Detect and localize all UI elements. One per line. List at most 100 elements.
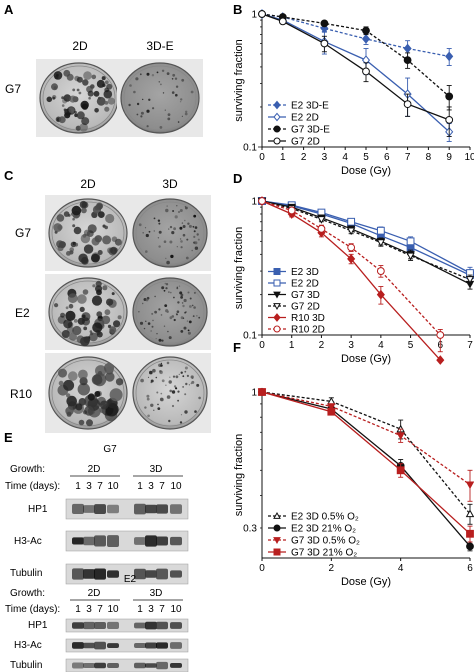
colony [193,306,196,309]
colony [188,320,192,324]
colony [146,125,149,128]
colony-dish-a-3de [117,59,203,137]
x-tick-label: 9 [446,152,452,163]
blot-e2-protein-h3ac: H3-Ac [14,640,42,651]
colony [117,315,122,320]
colony [61,104,65,107]
colony [146,397,150,401]
colony [186,238,189,241]
colony [196,315,198,317]
panel-d-letter: D [233,171,242,186]
protein-band [94,622,106,629]
x-tick-label: 4 [378,340,384,351]
series-1 [257,9,454,142]
legend-entry: G7 2D [268,302,320,313]
colony [198,396,201,400]
colony [97,250,103,255]
colony [180,414,183,416]
colony [68,303,74,309]
colony [154,310,158,314]
time-point-label: 1 [137,481,143,492]
x-axis-label: Dose (Gy) [341,576,391,588]
data-point [376,226,385,235]
colony [184,393,187,396]
colony [76,76,83,83]
colony [176,310,180,314]
colony [184,112,188,116]
colony [128,103,131,107]
colony [176,205,178,207]
colony [101,76,106,81]
panel-a-row-label-g7: G7 [5,82,21,96]
colony [82,314,86,319]
legend-entry: G7 3D 21% O₂ [268,548,357,559]
colony [173,318,176,322]
colony [74,242,79,247]
colony-dish-c-g7-3d [129,195,211,271]
legend-label: E2 2D [291,279,319,290]
colony [142,98,144,101]
dish-plate [132,356,208,430]
colony [79,200,88,209]
colony [83,71,92,80]
data-point [465,481,474,490]
protein-band [83,569,95,579]
colony [155,338,157,340]
data-point [396,432,405,440]
colony [63,94,72,102]
panel-e-letter: E [4,430,13,445]
data-point [396,466,405,475]
blot-g7-protein-h3ac: H3-Ac [14,536,42,547]
colony [102,285,108,291]
colony [179,421,183,424]
blot-e2-protein-hp1: HP1 [28,620,48,631]
legend-entry: E2 3D-E [268,101,329,112]
colony [79,306,85,312]
colony [172,73,176,77]
colony [103,362,115,374]
colony [172,210,175,212]
colony [180,371,183,374]
colony [158,81,161,83]
protein-band [170,622,182,629]
dish-plate [120,62,200,134]
colony [65,310,76,321]
blot-g7-group-3d: 3D [150,464,163,475]
x-tick-label: 2 [319,340,325,351]
data-point [445,51,454,62]
protein-band [72,622,84,629]
colony [187,329,190,332]
colony [151,74,155,77]
protein-band [83,536,95,546]
colony [91,295,103,306]
colony [187,331,191,335]
panel-c: C 2D 3D G7 E2 R10 [4,168,211,433]
series-2 [257,388,474,502]
colony [135,77,139,81]
colony [171,231,175,235]
colony [94,205,100,211]
data-point [361,34,371,44]
colony [78,419,85,426]
x-tick-label: 1 [289,340,295,351]
protein-band [72,662,84,669]
colony [94,108,99,113]
colony [66,393,71,398]
colony [136,102,140,106]
colony [182,386,184,388]
colony [53,71,63,80]
colony [46,96,53,103]
time-point-label: 3 [86,481,92,492]
legend-label: E2 3D-E [291,101,329,112]
blot-e2-time-label: Time (days): [5,604,60,615]
colony [153,217,156,220]
data-point [327,407,336,416]
colony [156,333,158,335]
y-tick-label: 0.3 [243,523,257,534]
panel-c-col-label-2d: 2D [80,177,96,191]
colony [189,297,192,300]
colony [176,313,178,316]
protein-band [145,621,157,630]
series-line [261,200,441,336]
x-tick-label: 4 [398,563,404,574]
